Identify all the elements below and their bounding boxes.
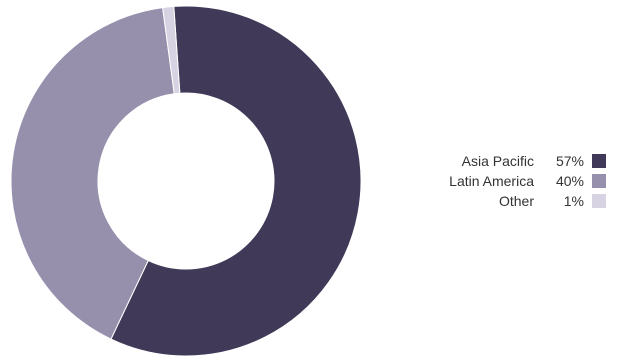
legend-row-latin-america: Latin America 40% (420, 171, 610, 191)
legend-row-other: Other 1% (420, 191, 610, 211)
legend-value-asia-pacific: 57% (555, 153, 584, 169)
donut-hole (98, 93, 274, 269)
legend-swatch-asia-pacific (592, 154, 606, 168)
legend-value-other: 1% (563, 193, 584, 209)
legend-swatch-other (592, 194, 606, 208)
legend-value-latin-america: 40% (555, 173, 584, 189)
legend-swatch-latin-america (592, 174, 606, 188)
legend-label-latin-america: Latin America (449, 173, 534, 189)
legend: Asia Pacific 57% Latin America 40% Other… (420, 151, 610, 211)
legend-label-asia-pacific: Asia Pacific (461, 153, 534, 169)
legend-label-other: Other (498, 193, 534, 209)
legend-row-asia-pacific: Asia Pacific 57% (420, 151, 610, 171)
